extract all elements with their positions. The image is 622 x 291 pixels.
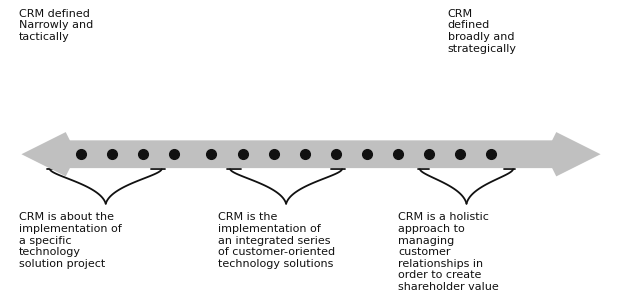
Text: CRM is the
implementation of
an integrated series
of customer-oriented
technolog: CRM is the implementation of an integrat… — [218, 212, 335, 269]
Text: CRM is about the
implementation of
a specific
technology
solution project: CRM is about the implementation of a spe… — [19, 212, 121, 269]
Text: CRM
defined
broadly and
strategically: CRM defined broadly and strategically — [448, 9, 517, 54]
Text: CRM defined
Narrowly and
tactically: CRM defined Narrowly and tactically — [19, 9, 93, 42]
Text: CRM is a holistic
approach to
managing
customer
relationships in
order to create: CRM is a holistic approach to managing c… — [398, 212, 499, 291]
